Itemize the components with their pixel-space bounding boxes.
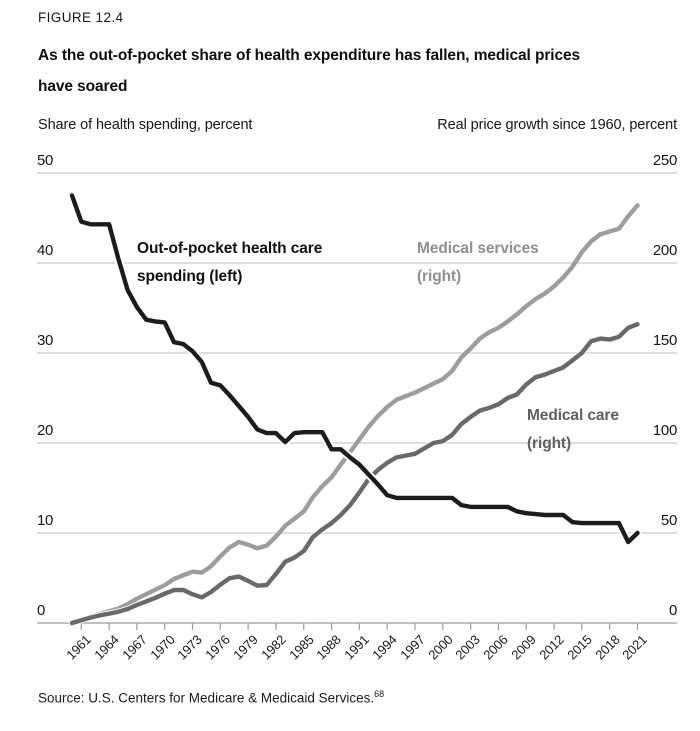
y-tick-label-right: 0 <box>668 602 677 619</box>
y-tick-label-left: 50 <box>37 152 54 169</box>
series-label-medical-services-line-1: Medical services <box>417 240 539 257</box>
footnote-marker: 68 <box>374 689 385 699</box>
source-note: Source: U.S. Centers for Medicare & Medi… <box>38 689 384 706</box>
y-tick-label-left: 10 <box>37 512 54 529</box>
series-label-medical-care-line-2: (right) <box>527 435 572 452</box>
y-tick-label-left: 40 <box>37 242 54 259</box>
y-tick-label-left: 20 <box>37 422 54 439</box>
series-line-medical-care-casing <box>68 321 641 627</box>
y-tick-label-right: 250 <box>652 152 677 169</box>
series-label-medical-services: Medical services (right) <box>417 235 539 291</box>
series-line-medical-services <box>69 203 640 626</box>
series-label-medical-care-line-1: Medical care <box>527 407 619 424</box>
series-label-out-of-pocket-line-2: spending (left) <box>137 268 243 285</box>
figure-label: FIGURE 12.4 <box>38 10 124 25</box>
right-axis-header: Real price growth since 1960, percent <box>437 117 677 133</box>
y-tick-label-left: 0 <box>37 602 46 619</box>
series-label-medical-care: Medical care (right) <box>527 402 619 458</box>
series-label-out-of-pocket: Out-of-pocket health care spending (left… <box>137 235 322 291</box>
y-tick-label-left: 30 <box>37 332 54 349</box>
source-text: Source: U.S. Centers for Medicare & Medi… <box>38 690 375 706</box>
figure-title: As the out-of-pocket share of health exp… <box>38 40 688 102</box>
figure-title-line-2: have soared <box>38 78 128 95</box>
series-line-out-of-pocket <box>69 193 640 545</box>
y-tick-label-right: 100 <box>652 422 677 439</box>
y-tick-label-right: 150 <box>652 332 677 349</box>
series-line-medical-care <box>69 322 640 626</box>
y-tick-label-right: 50 <box>660 512 677 529</box>
y-tick-label-right: 200 <box>652 242 677 259</box>
series-label-out-of-pocket-line-1: Out-of-pocket health care <box>137 240 323 257</box>
left-axis-header: Share of health spending, percent <box>38 117 253 133</box>
series-label-medical-services-line-2: (right) <box>417 268 462 285</box>
figure-title-line-1: As the out-of-pocket share of health exp… <box>38 47 581 64</box>
